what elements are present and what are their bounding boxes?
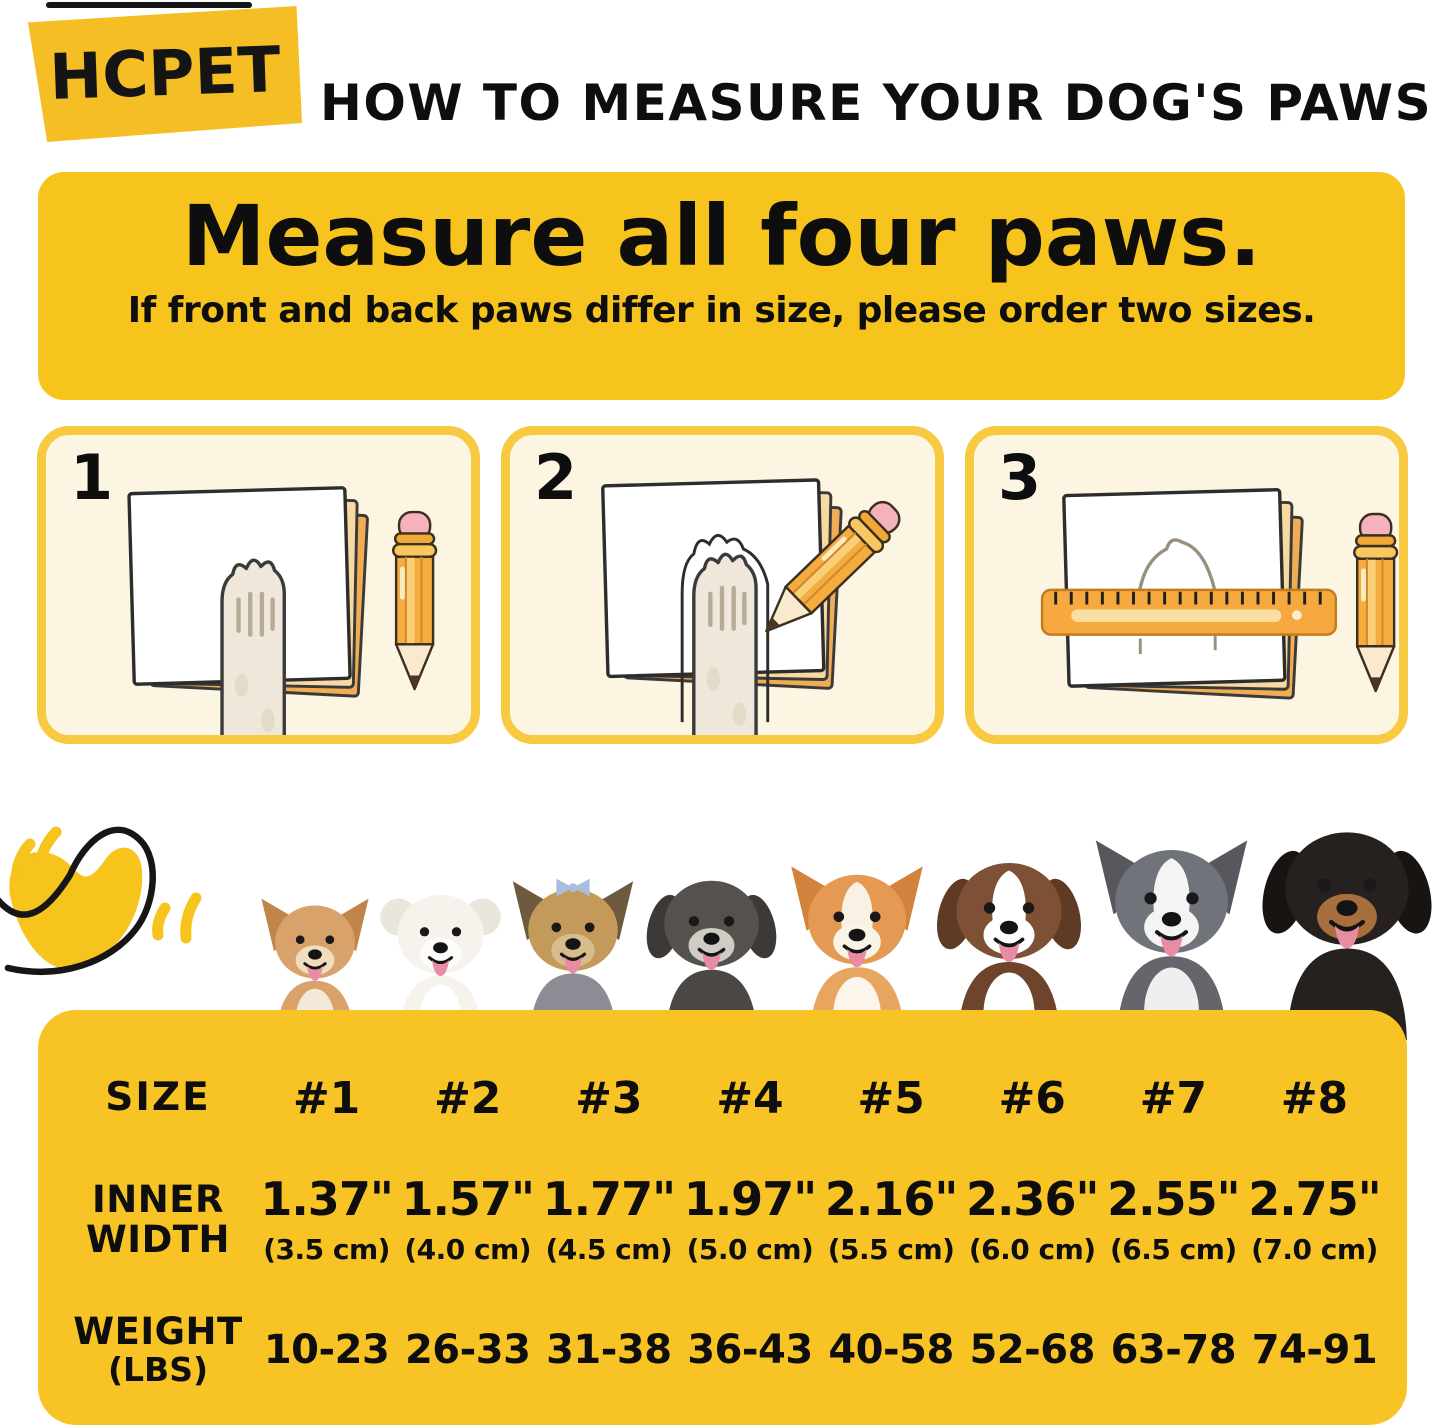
size-label-text: SIZE — [105, 1074, 211, 1120]
inner-width-value: 1.77" (4.5 cm) — [538, 1174, 679, 1266]
inner-width-inches: 1.57" — [401, 1172, 534, 1227]
inner-width-cm: (4.5 cm) — [545, 1232, 673, 1266]
inner-width-value: 2.75" (7.0 cm) — [1244, 1174, 1385, 1266]
size-value: #3 — [575, 1072, 643, 1124]
inner-width-cm: (3.5 cm) — [263, 1232, 390, 1266]
weight-row-label: WEIGHT (LBS) — [60, 1312, 256, 1388]
inner-width-label-line1: INNER — [92, 1178, 224, 1222]
size-row-label: SIZE — [60, 1074, 256, 1120]
weight-value: 63-78 — [1110, 1327, 1237, 1373]
inner-width-inches: 1.77" — [542, 1172, 676, 1227]
tracing-paw-illustration — [600, 478, 910, 735]
decorative-swoosh-icon — [0, 826, 202, 975]
step-number: 1 — [70, 441, 114, 514]
dog-breeds-size-row — [258, 790, 1435, 1040]
measuring-steps-row: 1 2 3 — [37, 426, 1408, 744]
inner-width-value: 1.97" (5.0 cm) — [679, 1174, 820, 1266]
weight-value: 10-23 — [263, 1327, 390, 1373]
size-value: #2 — [433, 1072, 502, 1124]
step-card-1: 1 — [37, 426, 480, 744]
weight-label-line1: WEIGHT — [73, 1310, 243, 1354]
inner-width-cm: (6.5 cm) — [1109, 1232, 1237, 1266]
weight-label-line2: (LBS) — [107, 1350, 209, 1390]
logo-top-line — [46, 2, 252, 8]
inner-width-inches: 2.16" — [824, 1172, 958, 1227]
inner-width-row-label: INNER WIDTH — [60, 1180, 256, 1260]
weight-row: WEIGHT (LBS) 10-23 26-33 31-38 36-43 40-58 52… — [60, 1302, 1385, 1398]
inner-width-value: 2.55" (6.5 cm) — [1103, 1174, 1244, 1266]
paw-outline-sides — [1138, 634, 1217, 655]
size-value: #6 — [998, 1072, 1066, 1124]
inner-width-cm: (4.0 cm) — [404, 1232, 532, 1266]
weight-value: 26-33 — [404, 1327, 531, 1373]
inner-width-value: 2.16" (5.5 cm) — [821, 1174, 962, 1266]
page-title: HOW TO MEASURE YOUR DOG'S PAWS — [320, 73, 1433, 132]
dog-photo-rottweiler — [1259, 808, 1435, 1040]
inner-width-inches: 2.36" — [965, 1172, 1099, 1227]
rottweiler-icon — [1262, 832, 1432, 1040]
inner-width-cm: (5.0 cm) — [686, 1232, 814, 1266]
step-card-2: 2 — [501, 426, 944, 744]
measuring-outline-illustration — [1040, 487, 1399, 700]
dog-photo-alaskan-malamute — [1091, 828, 1252, 1040]
size-value: #5 — [857, 1072, 925, 1124]
inner-width-label-line2: WIDTH — [86, 1218, 230, 1261]
weight-value: 74-91 — [1251, 1327, 1378, 1373]
inner-width-value: 2.36" (6.0 cm) — [962, 1174, 1103, 1266]
brand-logo-text: HCPET — [48, 32, 282, 114]
shiba-inu-icon — [790, 866, 923, 1040]
step-card-3: 3 — [965, 426, 1408, 744]
inner-width-inches: 1.37" — [260, 1172, 393, 1227]
inner-width-row: INNER WIDTH 1.37" (3.5 cm) 1.57" (4.0 cm) 1.… — [60, 1150, 1385, 1290]
weight-value: 52-68 — [969, 1327, 1095, 1373]
brand-logo: HCPET — [28, 2, 302, 144]
pencil-icon — [391, 510, 438, 691]
dog-photo-shiba-inu — [787, 856, 927, 1040]
logo-background-shape — [28, 6, 302, 142]
instruction-banner: Measure all four paws. If front and back… — [38, 172, 1405, 400]
step-number: 2 — [534, 441, 578, 514]
size-value: #8 — [1280, 1072, 1349, 1124]
paw-outline-trace — [680, 533, 770, 723]
dog-paw-icon — [222, 560, 284, 735]
ruler-icon — [1040, 588, 1338, 636]
size-value: #7 — [1139, 1072, 1208, 1124]
weight-value: 40-58 — [828, 1327, 954, 1373]
dog-paw-icon — [694, 554, 756, 735]
inner-width-inches: 1.97" — [683, 1172, 817, 1227]
banner-subtitle: If front and back paws differ in size, p… — [127, 290, 1316, 332]
size-value: #1 — [292, 1072, 361, 1124]
step-number: 3 — [998, 441, 1042, 514]
inner-width-cm: (5.5 cm) — [827, 1232, 955, 1266]
pencil-icon — [1353, 512, 1399, 693]
weight-value: 31-38 — [546, 1327, 672, 1373]
size-row: SIZE #1 #2 #3 #4 #5 #6 #7 #8 — [60, 1058, 1385, 1138]
inner-width-cm: (6.0 cm) — [968, 1232, 1096, 1266]
inner-width-cm: (7.0 cm) — [1251, 1232, 1378, 1266]
paw-outline-drawing — [1135, 538, 1219, 612]
alaskan-malamute-icon — [1095, 840, 1248, 1040]
size-chart-table: SIZE #1 #2 #3 #4 #5 #6 #7 #8 INNER WIDTH 1.37" (… — [38, 1010, 1407, 1425]
inner-width-inches: 2.55" — [1107, 1172, 1240, 1227]
weight-value: 36-43 — [687, 1327, 813, 1373]
size-value: #4 — [716, 1072, 784, 1124]
inner-width-inches: 2.75" — [1248, 1172, 1381, 1227]
inner-width-value: 1.37" (3.5 cm) — [256, 1174, 397, 1266]
inner-width-value: 1.57" (4.0 cm) — [397, 1174, 538, 1266]
banner-title: Measure all four paws. — [181, 187, 1262, 285]
